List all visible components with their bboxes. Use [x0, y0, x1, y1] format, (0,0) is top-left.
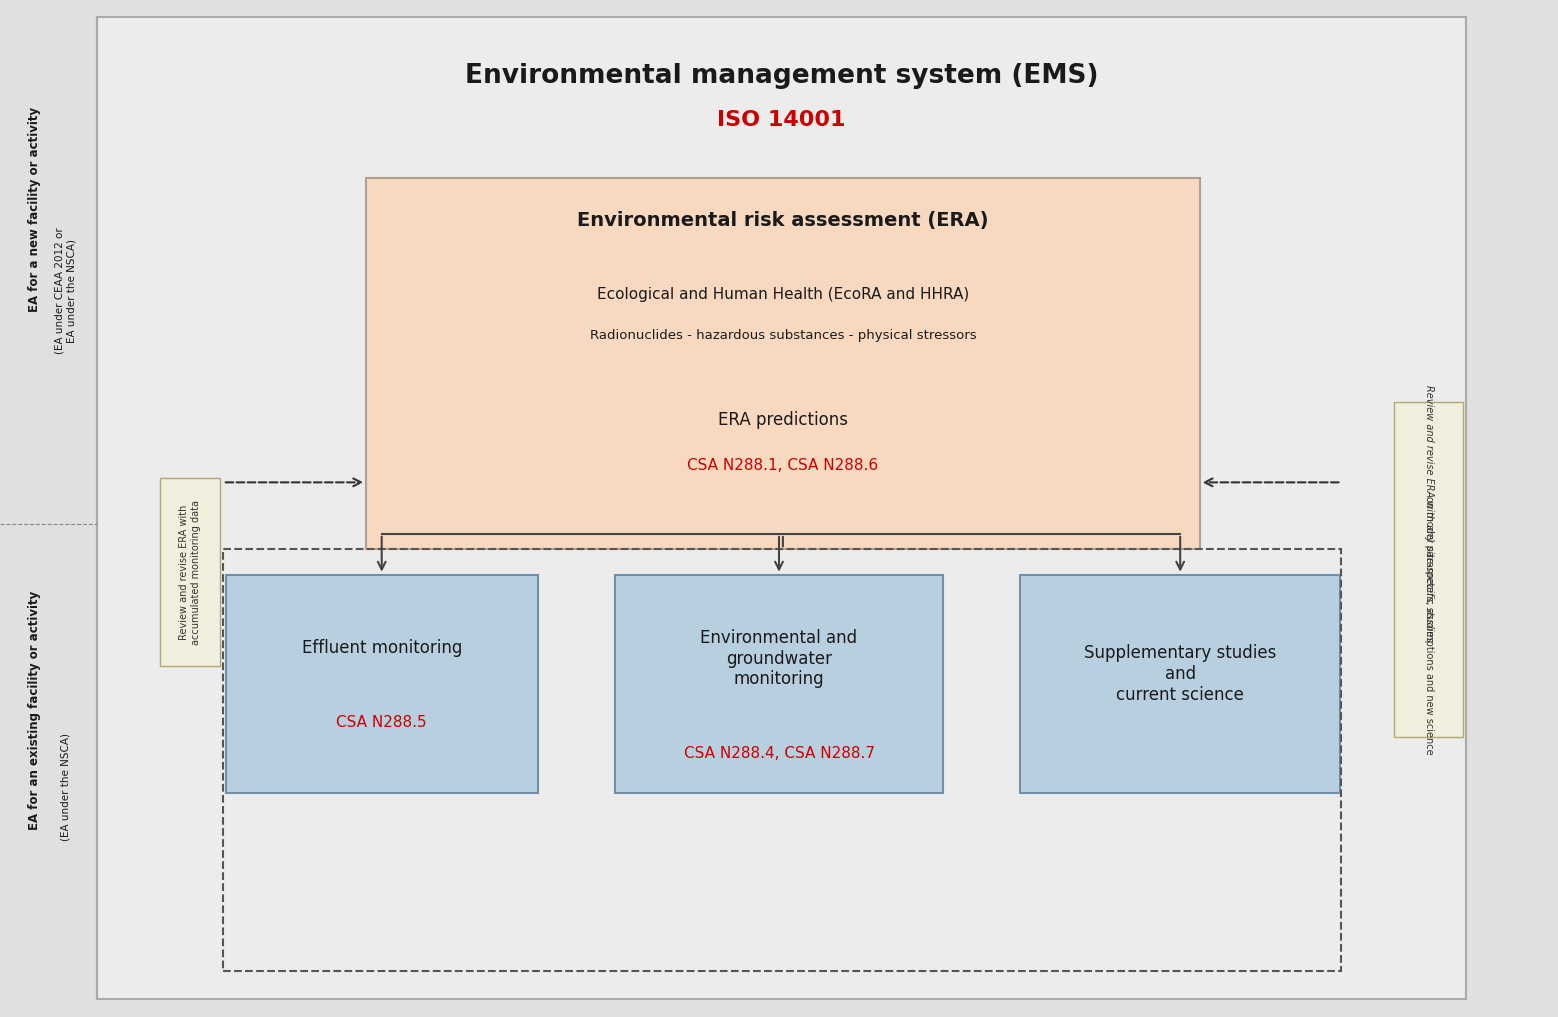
- Text: CSA N288.1, CSA N288.6: CSA N288.1, CSA N288.6: [687, 459, 879, 473]
- Text: Environmental and
groundwater
monitoring: Environmental and groundwater monitoring: [701, 629, 857, 689]
- Text: Effluent monitoring: Effluent monitoring: [302, 640, 461, 657]
- Text: ISO 14001: ISO 14001: [717, 110, 846, 130]
- Bar: [366, 178, 1200, 549]
- Text: Review and revise ERA with
accumulated monitoring data: Review and revise ERA with accumulated m…: [179, 499, 201, 645]
- Text: EA for an existing facility or activity: EA for an existing facility or activity: [28, 591, 41, 830]
- Text: CSA N288.4, CSA N288.7: CSA N288.4, CSA N288.7: [684, 745, 874, 761]
- Text: Review and revise ERA with any site-specific studies: Review and revise ERA with any site-spec…: [1424, 385, 1433, 642]
- Bar: [615, 575, 943, 793]
- Bar: [160, 478, 220, 666]
- Bar: [223, 549, 1341, 971]
- Text: ERA predictions: ERA predictions: [718, 411, 848, 429]
- Text: (EA under CEAA 2012 or
EA under the NSCA): (EA under CEAA 2012 or EA under the NSCA…: [55, 228, 76, 354]
- Text: Supplementary studies
and
current science: Supplementary studies and current scienc…: [1084, 644, 1276, 704]
- Text: EA for a new facility or activity: EA for a new facility or activity: [28, 107, 41, 312]
- Bar: [1020, 575, 1340, 793]
- Text: Ecological and Human Health (EcoRA and HHRA): Ecological and Human Health (EcoRA and H…: [597, 288, 969, 302]
- Text: Radionuclides - hazardous substances - physical stressors: Radionuclides - hazardous substances - p…: [589, 330, 977, 342]
- Text: on model parameters, assumptions and new science: on model parameters, assumptions and new…: [1424, 496, 1433, 755]
- Bar: [226, 575, 538, 793]
- Text: Environmental risk assessment (ERA): Environmental risk assessment (ERA): [576, 212, 989, 230]
- Text: Environmental management system (EMS): Environmental management system (EMS): [464, 63, 1098, 89]
- Text: (EA under the NSCA): (EA under the NSCA): [61, 732, 70, 841]
- Bar: [1394, 402, 1463, 737]
- Bar: [97, 17, 1466, 999]
- Text: CSA N288.5: CSA N288.5: [337, 715, 427, 730]
